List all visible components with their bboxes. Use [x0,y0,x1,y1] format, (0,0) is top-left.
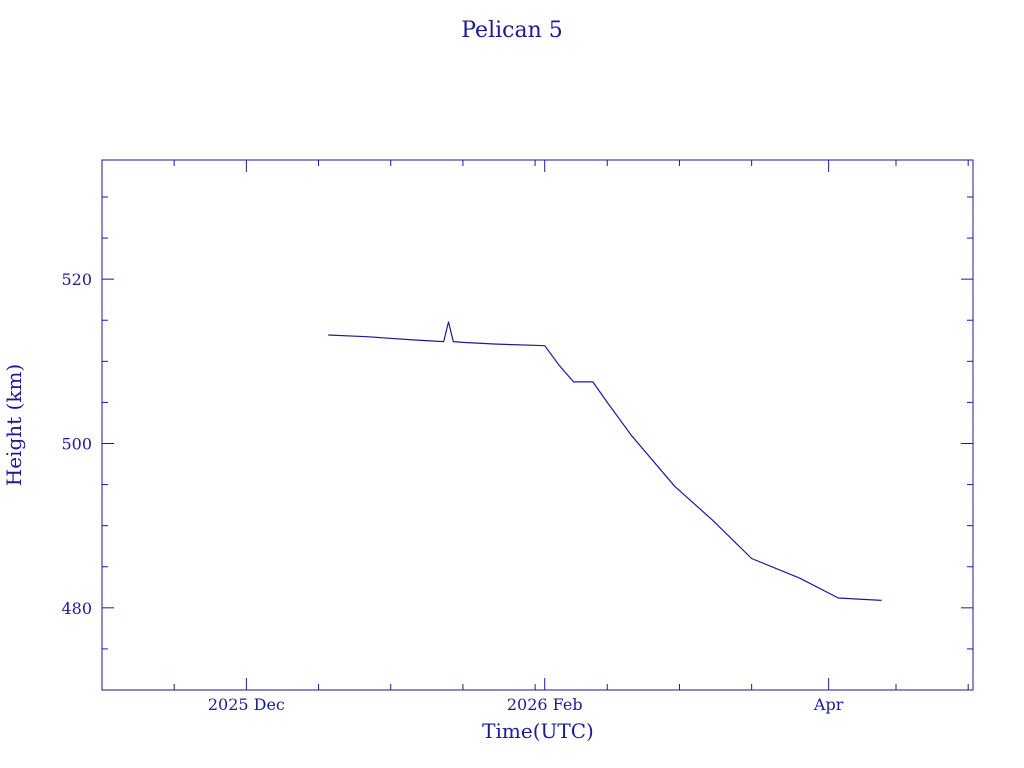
axis-tick-labels: 2025 Dec 2026 Feb Apr 480 500 520 [61,270,843,714]
x-axis-label: Time(UTC) [482,719,594,743]
chart-title: Pelican 5 [461,18,563,43]
x-tick-label: Apr [813,695,844,714]
x-tick-label: 2026 Feb [507,695,583,714]
x-tick-label: 2025 Dec [208,695,285,714]
height-series-line [328,321,882,601]
y-tick-label: 520 [61,270,92,289]
y-axis-label: Height (km) [2,364,26,486]
series-group [328,321,882,601]
y-tick-label: 500 [61,434,92,453]
axis-ticks [102,160,973,690]
plot-frame [101,159,974,691]
y-tick-label: 480 [61,599,92,618]
